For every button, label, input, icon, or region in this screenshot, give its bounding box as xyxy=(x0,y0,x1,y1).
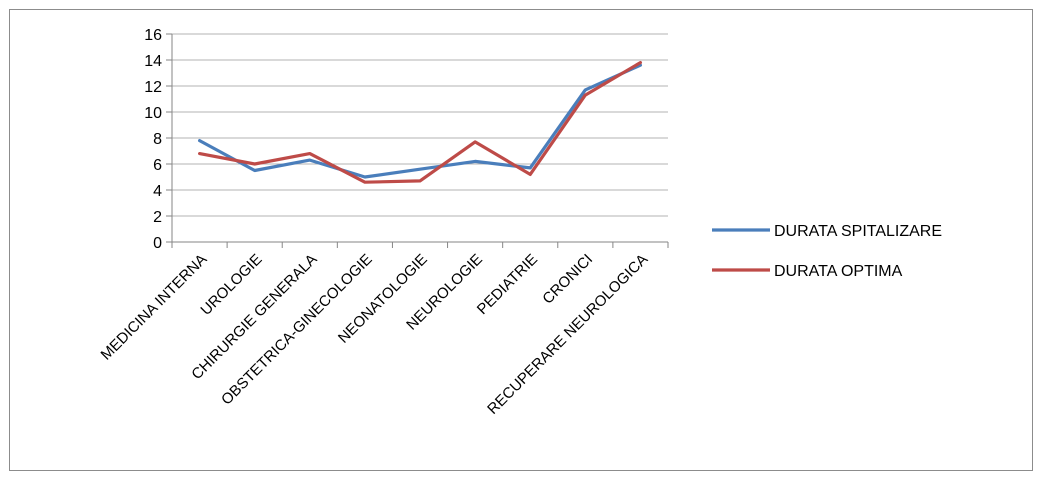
y-tick-label: 12 xyxy=(144,79,162,96)
y-tick-label: 4 xyxy=(153,183,162,200)
y-tick-label: 8 xyxy=(153,131,162,148)
y-tick-label: 2 xyxy=(153,209,162,226)
y-tick-label: 16 xyxy=(144,27,162,44)
y-tick-label: 6 xyxy=(153,157,162,174)
legend-label-1: DURATA OPTIMA xyxy=(774,263,903,280)
x-tick-label: MEDICINA INTERNA xyxy=(98,251,211,364)
series-line-0 xyxy=(198,63,643,179)
legend: DURATA SPITALIZARE DURATA OPTIMA xyxy=(712,223,942,280)
x-tick-label: CRONICI xyxy=(539,251,596,308)
y-tick-label: 0 xyxy=(153,235,162,252)
y-tick-label: 14 xyxy=(144,53,162,70)
series-lines xyxy=(198,60,643,184)
series-line-1 xyxy=(198,60,643,184)
gridlines xyxy=(172,33,668,217)
y-tick-label: 10 xyxy=(144,105,162,122)
y-axis: 0 2 4 6 8 10 12 14 16 xyxy=(144,27,173,252)
legend-label-0: DURATA SPITALIZARE xyxy=(774,223,942,240)
